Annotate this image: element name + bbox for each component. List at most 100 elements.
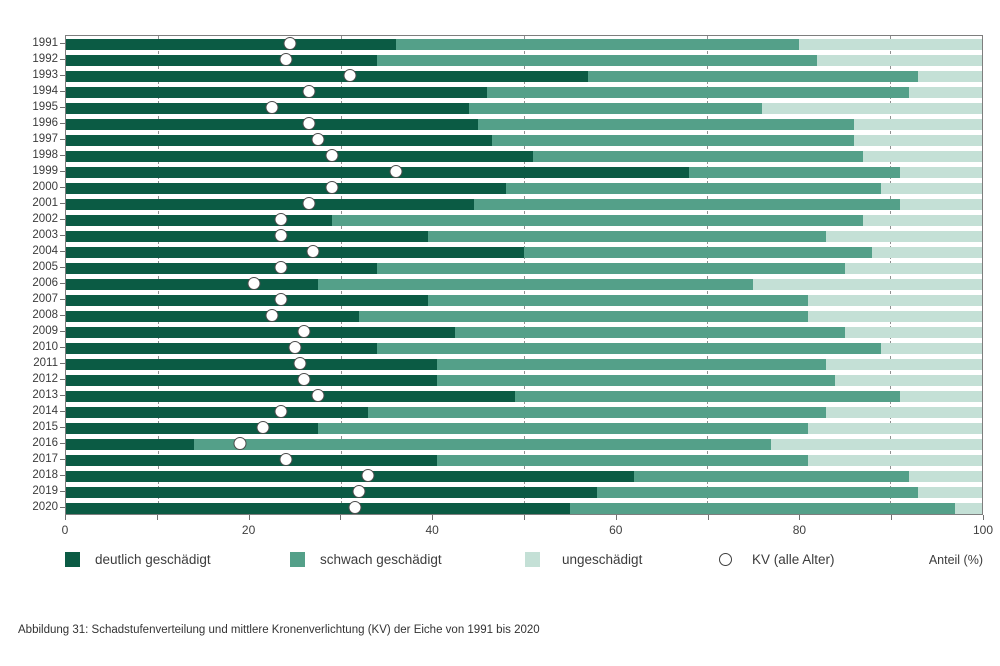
bar-row-2009 xyxy=(66,324,982,340)
kv-marker-2003 xyxy=(274,229,288,242)
segment-schwach-1995 xyxy=(469,102,763,114)
kv-marker-1991 xyxy=(283,37,297,50)
segment-deutlich-1994 xyxy=(66,86,488,98)
segment-ungeschaedigt-2017 xyxy=(807,454,982,466)
segment-ungeschaedigt-1999 xyxy=(899,166,982,178)
x-label-0: 0 xyxy=(61,523,69,537)
segment-schwach-2000 xyxy=(505,182,882,194)
y-tick-1992 xyxy=(60,59,65,60)
gridline-30 xyxy=(340,36,342,514)
bar-row-2015 xyxy=(66,420,982,436)
bar-row-2016 xyxy=(66,436,982,452)
y-tick-1993 xyxy=(60,75,65,76)
segment-deutlich-2002 xyxy=(66,214,332,226)
segment-deutlich-2000 xyxy=(66,182,506,194)
segment-ungeschaedigt-2016 xyxy=(771,438,982,450)
y-tick-1996 xyxy=(60,123,65,124)
bar-row-1991 xyxy=(66,36,982,52)
year-label-2000: 2000 xyxy=(32,181,58,193)
segment-deutlich-2014 xyxy=(66,406,369,418)
y-tick-1994 xyxy=(60,91,65,92)
y-tick-2013 xyxy=(60,395,65,396)
segment-schwach-2008 xyxy=(359,310,808,322)
y-tick-2011 xyxy=(60,363,65,364)
segment-ungeschaedigt-1991 xyxy=(798,38,982,50)
kv-marker-2000 xyxy=(325,181,339,194)
segment-deutlich-2015 xyxy=(66,422,318,434)
legend-label-deutlich: deutlich geschädigt xyxy=(95,552,211,567)
bar-row-2007 xyxy=(66,292,982,308)
segment-schwach-2019 xyxy=(597,486,918,498)
bar-row-2019 xyxy=(66,484,982,500)
y-tick-2015 xyxy=(60,427,65,428)
kv-marker-1993 xyxy=(343,69,357,82)
y-tick-2017 xyxy=(60,459,65,460)
year-label-2007: 2007 xyxy=(32,293,58,305)
kv-marker-2019 xyxy=(352,485,366,498)
kv-marker-2012 xyxy=(297,373,311,386)
bar-row-1995 xyxy=(66,100,982,116)
x-tick-60 xyxy=(615,515,617,520)
segment-deutlich-2005 xyxy=(66,262,378,274)
x-tick-70 xyxy=(707,515,709,520)
segment-ungeschaedigt-2014 xyxy=(826,406,982,418)
year-label-2018: 2018 xyxy=(32,469,58,481)
x-tick-40 xyxy=(432,515,434,520)
gridline-50 xyxy=(524,36,525,514)
y-tick-1998 xyxy=(60,155,65,156)
segment-schwach-2004 xyxy=(524,246,873,258)
segment-deutlich-2007 xyxy=(66,294,428,306)
segment-schwach-1993 xyxy=(588,70,918,82)
legend-label-schwach: schwach geschädigt xyxy=(320,552,442,567)
segment-ungeschaedigt-1992 xyxy=(817,54,982,66)
year-label-1999: 1999 xyxy=(32,165,58,177)
segment-deutlich-1999 xyxy=(66,166,689,178)
segment-ungeschaedigt-2003 xyxy=(826,230,982,242)
segment-deutlich-2019 xyxy=(66,486,598,498)
segment-schwach-2005 xyxy=(377,262,845,274)
kv-marker-2015 xyxy=(256,421,270,434)
bar-row-2014 xyxy=(66,404,982,420)
segment-schwach-1997 xyxy=(491,134,854,146)
segment-deutlich-1996 xyxy=(66,118,479,130)
figure-caption: Abbildung 31: Schadstufenverteilung und … xyxy=(18,624,540,636)
y-tick-2020 xyxy=(60,507,65,508)
legend-label-ungeschaedigt: ungeschädigt xyxy=(562,552,643,567)
segment-deutlich-1993 xyxy=(66,70,589,82)
segment-deutlich-2003 xyxy=(66,230,428,242)
bar-row-2001 xyxy=(66,196,982,212)
segment-deutlich-2013 xyxy=(66,390,515,402)
segment-schwach-2006 xyxy=(317,278,753,290)
kv-marker-1996 xyxy=(302,117,316,130)
bar-row-1997 xyxy=(66,132,982,148)
kv-marker-2018 xyxy=(361,469,375,482)
segment-schwach-2014 xyxy=(368,406,827,418)
segment-schwach-2017 xyxy=(436,454,808,466)
segment-deutlich-2011 xyxy=(66,358,437,370)
segment-ungeschaedigt-1993 xyxy=(917,70,982,82)
segment-ungeschaedigt-2007 xyxy=(807,294,982,306)
y-tick-2018 xyxy=(60,475,65,476)
kv-marker-2002 xyxy=(274,213,288,226)
bar-row-2011 xyxy=(66,356,982,372)
y-tick-1995 xyxy=(60,107,65,108)
bar-row-2017 xyxy=(66,452,982,468)
segment-ungeschaedigt-2011 xyxy=(826,358,982,370)
segment-schwach-2015 xyxy=(317,422,808,434)
kv-marker-1992 xyxy=(279,53,293,66)
bar-row-2005 xyxy=(66,260,982,276)
y-tick-1999 xyxy=(60,171,65,172)
segment-deutlich-2006 xyxy=(66,278,318,290)
segment-schwach-2011 xyxy=(436,358,827,370)
kv-marker-2001 xyxy=(302,197,316,210)
kv-marker-2005 xyxy=(274,261,288,274)
kv-marker-2006 xyxy=(247,277,261,290)
segment-ungeschaedigt-2018 xyxy=(908,470,982,482)
segment-ungeschaedigt-1997 xyxy=(853,134,982,146)
year-label-2002: 2002 xyxy=(32,213,58,225)
year-label-1996: 1996 xyxy=(32,117,58,129)
segment-schwach-2018 xyxy=(633,470,909,482)
bar-row-2006 xyxy=(66,276,982,292)
x-tick-100 xyxy=(983,515,984,520)
